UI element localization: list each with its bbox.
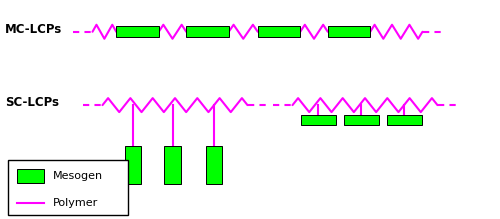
Text: SC-LCPs: SC-LCPs	[5, 96, 59, 110]
Bar	[186, 26, 229, 37]
Text: Polymer: Polymer	[53, 198, 98, 208]
Text: Mesogen: Mesogen	[53, 171, 103, 181]
Bar	[8, 160, 128, 215]
Bar	[164, 146, 180, 184]
Bar	[328, 26, 370, 37]
Bar	[258, 26, 300, 37]
Bar	[344, 115, 378, 125]
Bar	[386, 115, 422, 125]
Bar	[206, 146, 222, 184]
Bar	[116, 26, 159, 37]
Text: MC-LCPs: MC-LCPs	[5, 23, 62, 36]
Bar	[124, 146, 140, 184]
Bar	[16, 169, 44, 183]
Bar	[300, 115, 336, 125]
